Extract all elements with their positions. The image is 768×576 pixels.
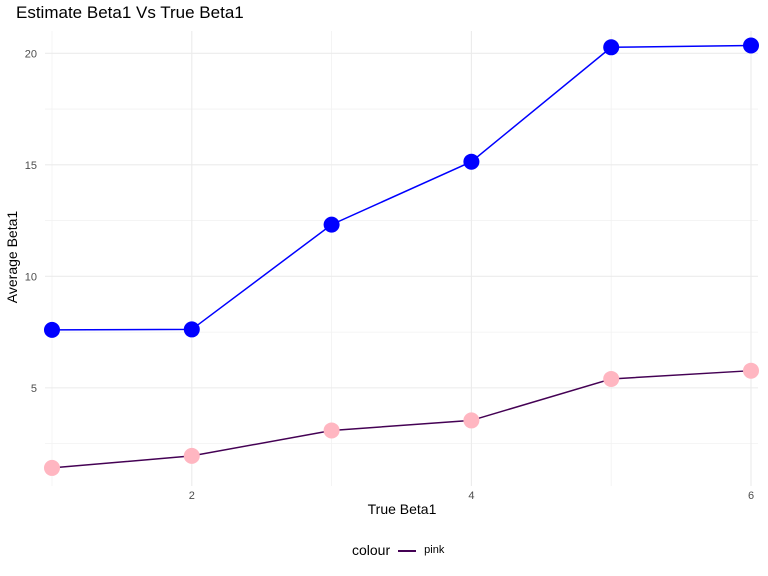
series-point-0 [323,216,340,233]
series-line-1 [51,369,752,469]
series-point-0 [183,321,200,338]
tick-labels: 2 4 6 5 10 15 20 [25,48,754,502]
series-point-1 [323,422,340,439]
y-tick-label: 10 [25,271,37,283]
series-point-0 [43,321,60,338]
series-point-1 [743,362,760,379]
y-axis-title: Average Beta1 [4,211,20,304]
series-point-1 [43,459,60,476]
legend-title: colour [352,542,391,558]
legend-key [396,542,418,558]
y-tick-label: 5 [31,383,37,395]
x-axis-title: True Beta1 [368,501,437,517]
series-point-1 [603,370,620,387]
series-point-1 [183,447,200,464]
x-tick-label: 6 [748,490,754,502]
series-point-0 [603,39,620,56]
grid-lines [45,31,758,486]
series-line-0 [51,44,752,331]
y-tick-label: 20 [25,48,37,60]
x-tick-label: 4 [468,490,474,502]
series-lines [51,44,752,469]
series-point-0 [743,37,760,54]
chart-title: Estimate Beta1 Vs True Beta1 [16,3,244,22]
x-tick-label: 2 [189,490,195,502]
legend-label: pink [424,544,445,556]
y-tick-label: 15 [25,160,37,172]
data-points [43,37,760,476]
legend: colour pink [352,542,444,558]
series-point-1 [463,412,480,429]
series-point-0 [463,153,480,170]
